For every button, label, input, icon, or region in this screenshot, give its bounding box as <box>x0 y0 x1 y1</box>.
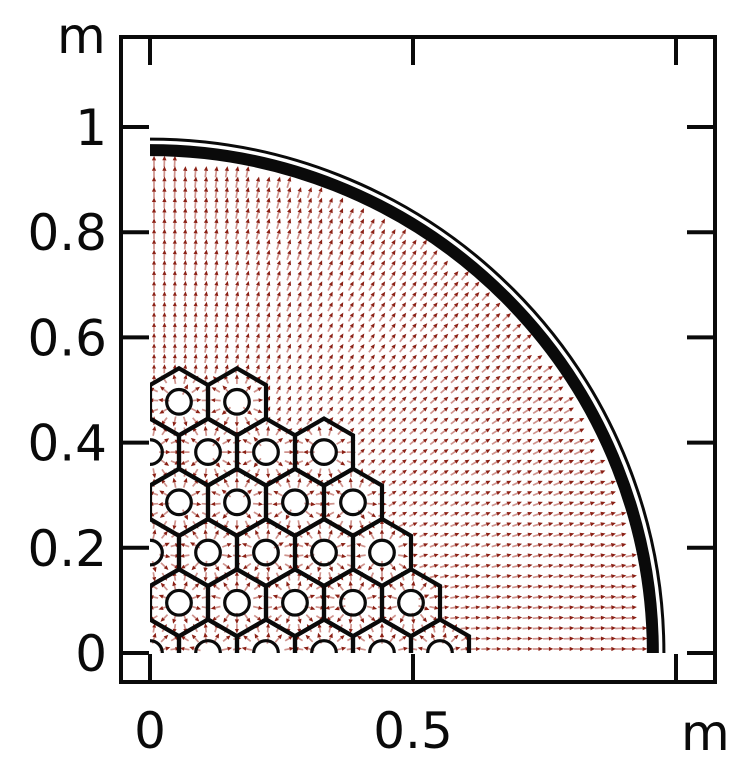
pin-circle <box>252 438 280 466</box>
pin-circle <box>165 387 193 416</box>
pin-circle <box>310 538 338 567</box>
hex-cell <box>205 365 269 438</box>
pin-circle <box>281 588 309 617</box>
x-tick-label: 0.5 <box>373 702 453 760</box>
pin-circle <box>150 538 164 567</box>
pin-circle <box>223 488 251 517</box>
hex-cell <box>292 416 356 489</box>
pin-circle <box>426 639 454 653</box>
pin-circle <box>150 438 164 466</box>
y-tick-label: 0 <box>75 625 107 683</box>
pin-circle <box>339 588 367 617</box>
y-axis-unit-label: m <box>57 7 106 65</box>
x-tick-label: 0 <box>134 702 166 760</box>
vessel-wall-arc <box>150 144 659 653</box>
pin-circle <box>165 488 193 517</box>
pin-circle <box>223 588 251 617</box>
pin-circle <box>368 538 396 567</box>
vessel-arcs-layer <box>150 137 666 653</box>
pin-circle <box>252 538 280 567</box>
y-tick-label: 0.6 <box>27 309 107 367</box>
pin-circle <box>339 488 367 517</box>
pin-circle <box>165 588 193 617</box>
pin-circle <box>223 387 251 416</box>
hex-lattice-layer <box>150 365 472 653</box>
y-tick-label: 1 <box>75 99 107 157</box>
pin-circle <box>368 639 396 653</box>
pin-circle <box>194 538 222 567</box>
y-tick-label: 0.4 <box>27 415 107 473</box>
pin-circle <box>150 639 164 653</box>
pin-circle <box>194 438 222 466</box>
y-tick-label: 0.2 <box>27 520 107 578</box>
hex-cell <box>150 365 211 438</box>
axes-layer: 0 0.5 0 0.2 0.4 0.6 0.8 1 <box>27 35 717 760</box>
x-axis-unit-label: m <box>681 704 730 762</box>
outer-boundary-arc <box>150 137 666 653</box>
plot-frame <box>119 35 717 684</box>
pin-circle <box>252 639 280 653</box>
pin-circle <box>194 639 222 653</box>
pin-circle <box>397 588 425 617</box>
pin-circle <box>310 438 338 466</box>
pin-circle <box>310 639 338 653</box>
y-tick-label: 0.8 <box>27 204 107 262</box>
pin-circle <box>281 488 309 517</box>
